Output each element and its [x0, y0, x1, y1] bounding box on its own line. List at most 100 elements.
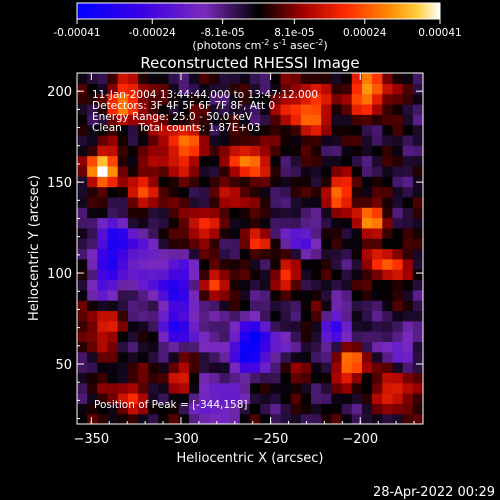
heatmap-cell: [239, 289, 251, 301]
heatmap-cell: [361, 341, 373, 353]
heatmap-cell: [158, 196, 170, 208]
heatmap-cell: [239, 227, 251, 239]
heatmap-cell: [372, 93, 383, 105]
heatmap-cell: [341, 320, 353, 332]
heatmap-cell: [209, 269, 221, 281]
heatmap-cell: [392, 186, 404, 198]
heatmap-cell: [300, 93, 312, 105]
heatmap-cell: [351, 238, 363, 250]
heatmap-cell: [168, 413, 180, 424]
heatmap-cell: [87, 382, 98, 394]
heatmap-cell: [392, 279, 404, 291]
heatmap-cell: [412, 217, 423, 229]
heatmap-cell: [87, 269, 98, 281]
heatmap-cell: [117, 93, 129, 105]
heatmap-cell: [199, 83, 210, 95]
heatmap-cell: [250, 403, 261, 415]
heatmap-cell: [87, 279, 98, 291]
heatmap-cell: [239, 155, 251, 167]
heatmap-cell: [361, 279, 373, 291]
heatmap-cell: [127, 196, 139, 208]
heatmap-cell: [270, 258, 282, 270]
heatmap-cell: [168, 382, 180, 394]
heatmap-cell: [280, 248, 292, 260]
heatmap-cell: [229, 93, 241, 105]
heatmap-cell: [117, 403, 129, 415]
heatmap-cell: [412, 103, 423, 115]
heatmap-cell: [260, 73, 271, 84]
heatmap-cell: [229, 145, 241, 157]
heatmap-cell: [331, 403, 343, 415]
heatmap-cell: [77, 248, 88, 260]
heatmap-cell: [382, 258, 394, 270]
heatmap-cell: [97, 372, 109, 384]
heatmap-cell: [188, 145, 200, 157]
y-tick-label: 200: [47, 85, 72, 100]
heatmap-cell: [178, 320, 190, 332]
heatmap-cell: [412, 114, 423, 126]
heatmap-cell: [178, 300, 190, 312]
heatmap-cell: [290, 83, 302, 95]
heatmap-cell: [321, 331, 333, 343]
heatmap-cell: [300, 300, 312, 312]
heatmap-cell: [138, 279, 149, 291]
heatmap-cell: [199, 145, 210, 157]
heatmap-cell: [402, 238, 414, 250]
heatmap-cell: [148, 248, 160, 260]
heatmap-cell: [127, 124, 139, 136]
heatmap-cell: [158, 403, 170, 415]
heatmap-cell: [260, 269, 271, 281]
heatmap-cell: [392, 114, 404, 126]
heatmap-cell: [107, 196, 119, 208]
heatmap-cell: [87, 258, 98, 270]
heatmap-cell: [300, 114, 312, 126]
heatmap-cell: [107, 393, 119, 404]
heatmap-cell: [351, 227, 363, 239]
heatmap-cell: [321, 248, 333, 260]
heatmap-cell: [341, 258, 353, 270]
heatmap-cell: [138, 217, 149, 229]
x-tick-label: −350: [73, 432, 109, 447]
heatmap-cell: [97, 300, 109, 312]
heatmap-cell: [138, 300, 149, 312]
heatmap-cell: [158, 134, 170, 146]
heatmap-cell: [341, 145, 353, 157]
heatmap-cell: [250, 73, 261, 84]
heatmap-cell: [260, 134, 271, 146]
heatmap-cell: [87, 103, 98, 115]
heatmap-cell: [351, 413, 363, 424]
heatmap-cell: [290, 207, 302, 219]
heatmap-cell: [290, 393, 302, 404]
heatmap-cell: [351, 289, 363, 301]
heatmap-cell: [361, 248, 373, 260]
heatmap-cell: [188, 217, 200, 229]
heatmap-cell: [219, 103, 231, 115]
heatmap-cell: [219, 372, 231, 384]
heatmap-cell: [290, 320, 302, 332]
heatmap-cell: [107, 320, 119, 332]
heatmap-cell: [300, 207, 312, 219]
heatmap-cell: [290, 134, 302, 146]
heatmap-cell: [199, 103, 210, 115]
heatmap-cell: [239, 403, 251, 415]
heatmap-cell: [311, 217, 322, 229]
heatmap-cell: [117, 413, 129, 424]
heatmap-cell: [270, 351, 282, 363]
heatmap-cell: [290, 300, 302, 312]
heatmap-cell: [97, 227, 109, 239]
heatmap-cell: [382, 331, 394, 343]
heatmap-cell: [199, 382, 210, 394]
heatmap-cell: [412, 393, 423, 404]
heatmap-cell: [219, 341, 231, 353]
heatmap-cell: [351, 310, 363, 322]
heatmap-cell: [300, 269, 312, 281]
heatmap-cell: [412, 331, 423, 343]
heatmap-cell: [392, 176, 404, 188]
heatmap-cell: [412, 227, 423, 239]
heatmap-cell: [239, 217, 251, 229]
heatmap-cell: [280, 124, 292, 136]
heatmap-cell: [117, 186, 129, 198]
heatmap-cell: [392, 258, 404, 270]
heatmap-cell: [168, 362, 180, 373]
heatmap-cell: [138, 114, 149, 126]
